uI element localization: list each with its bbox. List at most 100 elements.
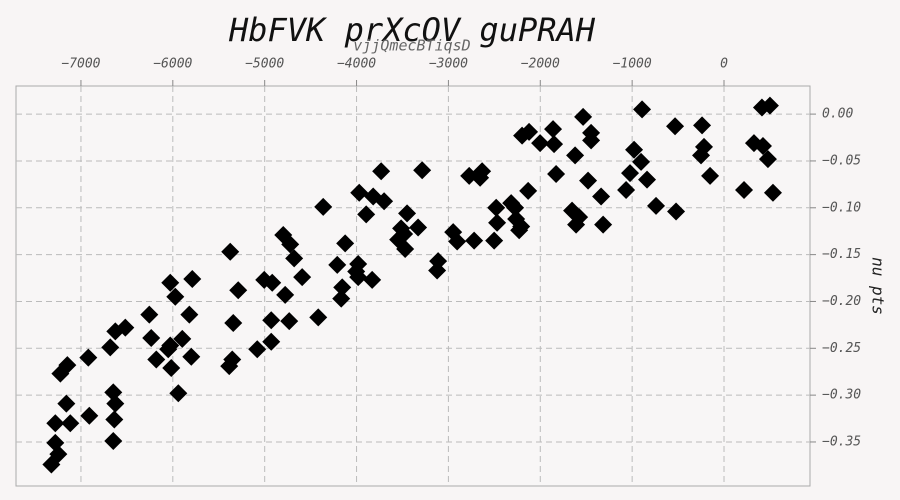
y-tick-label: −0.25 (822, 341, 861, 356)
point (395, 225, 414, 244)
point (263, 273, 282, 292)
point (349, 254, 368, 273)
point (760, 96, 779, 115)
plot-area (15, 85, 811, 487)
point (396, 239, 415, 258)
point (574, 107, 593, 126)
point (285, 249, 304, 268)
point (104, 432, 123, 451)
point (106, 394, 125, 413)
point (166, 287, 185, 306)
point (104, 383, 123, 402)
point (328, 255, 347, 274)
point (61, 414, 80, 433)
point (413, 161, 432, 180)
point (694, 137, 713, 156)
point (753, 136, 772, 155)
point (617, 180, 636, 199)
point (701, 166, 720, 185)
point (363, 270, 382, 289)
point (398, 204, 417, 223)
x-tick-label: −3000 (429, 57, 468, 72)
y-tick-label: 0.00 (822, 107, 853, 122)
y-axis-label: nu pts (869, 257, 888, 315)
point (520, 122, 539, 141)
point (372, 162, 391, 181)
point (116, 318, 135, 337)
point (545, 135, 564, 154)
y-tick-label: −0.15 (822, 247, 861, 262)
point (162, 358, 181, 377)
point (409, 218, 428, 237)
point (566, 146, 585, 165)
x-tick-label: −5000 (245, 57, 284, 72)
point (357, 205, 376, 224)
point (625, 140, 644, 159)
point (229, 281, 248, 300)
point (221, 242, 240, 261)
point (633, 100, 652, 119)
point (57, 394, 76, 413)
point (519, 181, 538, 200)
point (693, 116, 712, 135)
point (309, 308, 328, 327)
point (46, 433, 65, 452)
point (46, 414, 65, 433)
point (666, 117, 685, 136)
point (220, 357, 239, 376)
point (262, 311, 281, 330)
point (579, 171, 598, 190)
point (58, 356, 77, 375)
point (544, 120, 563, 139)
point (547, 165, 566, 184)
point (429, 252, 448, 271)
y-tick-label: −0.20 (822, 294, 861, 309)
point (570, 208, 589, 227)
point (350, 183, 369, 202)
x-tick-label: 0 (720, 57, 728, 72)
point (105, 410, 124, 429)
point (332, 289, 351, 308)
point (248, 340, 267, 359)
point (487, 198, 506, 217)
point (594, 215, 613, 234)
point (763, 183, 782, 202)
point (638, 170, 657, 189)
x-tick-label: −6000 (153, 57, 192, 72)
x-tick-label: −1000 (613, 57, 652, 72)
point (465, 231, 484, 250)
point (485, 231, 504, 250)
y-tick-label: −0.05 (822, 153, 861, 168)
x-tick-label: −4000 (337, 57, 376, 72)
point (101, 338, 120, 357)
point (281, 235, 300, 254)
point (183, 269, 202, 288)
point (735, 180, 754, 199)
point (161, 273, 180, 292)
point (349, 268, 368, 287)
point (276, 285, 295, 304)
point (512, 217, 531, 236)
point (647, 196, 666, 215)
point (314, 197, 333, 216)
chart-title: HbFVK prXcOV guPRAH (228, 11, 596, 49)
point (224, 314, 243, 333)
point (592, 187, 611, 206)
point (169, 384, 188, 403)
point (758, 150, 777, 169)
point (582, 131, 601, 150)
point (147, 350, 166, 369)
point (506, 198, 525, 217)
point (262, 332, 281, 351)
point (667, 202, 686, 221)
x-tick-label: −2000 (521, 57, 560, 72)
point (448, 232, 467, 251)
point (488, 213, 507, 232)
point (531, 134, 550, 153)
x-tick-label: −7000 (61, 57, 100, 72)
point (621, 164, 640, 183)
y-tick-label: −0.35 (822, 434, 861, 449)
chart-subtitle: vjjQmecBTiqsD (353, 37, 470, 55)
